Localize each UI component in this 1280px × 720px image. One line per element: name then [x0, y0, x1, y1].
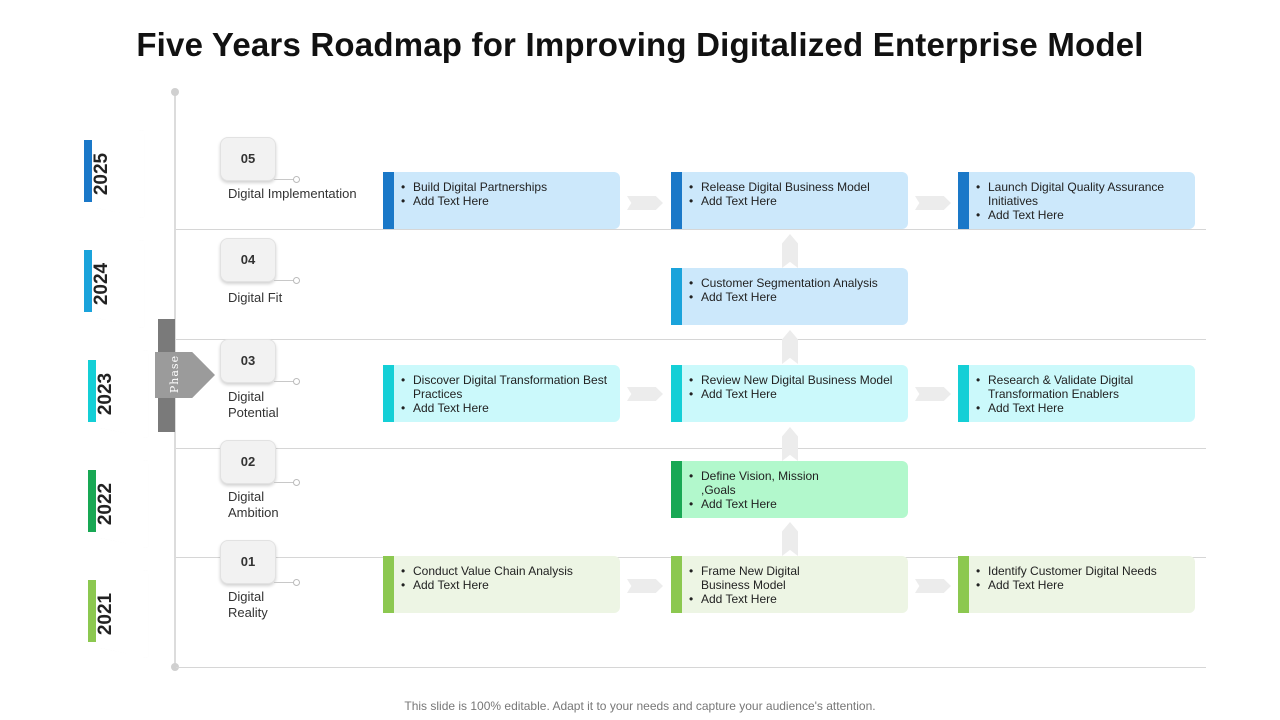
badge-connector: [274, 381, 294, 382]
year-accent: [88, 470, 96, 532]
card-bullet: Customer Segmentation Analysis: [689, 276, 900, 290]
row-divider: [176, 667, 1206, 668]
page-title: Five Years Roadmap for Improving Digital…: [136, 26, 1144, 63]
card-2021-2: Frame New Digital Business ModelAdd Text…: [671, 556, 908, 613]
card-2025-3: Launch Digital Quality Assurance Initiat…: [958, 172, 1195, 229]
card-2023-2: Review New Digital Business ModelAdd Tex…: [671, 365, 908, 422]
card-bullet: Define Vision, Mission ,Goals: [689, 469, 831, 497]
card-bullet: Discover Digital Transformation Best Pra…: [401, 373, 612, 401]
phase-name: Digital Implementation: [228, 186, 357, 201]
year-accent: [88, 360, 96, 422]
badge-connector: [274, 482, 294, 483]
flow-arrow-up: [782, 427, 798, 461]
badge-connector: [274, 179, 294, 180]
connector-dot: [293, 479, 300, 486]
card-2023-3: Research & Validate Digital Transformati…: [958, 365, 1195, 422]
year-label: 2024: [91, 262, 112, 306]
phase-name: Digital Potential: [228, 389, 279, 420]
card-bullet: Add Text Here: [401, 194, 612, 208]
flow-arrow-up: [782, 522, 798, 556]
year-label: 2025: [91, 152, 112, 196]
phase-name: Digital Reality: [228, 589, 268, 620]
year-tab-2024: 2024: [80, 240, 150, 328]
card-2023-1: Discover Digital Transformation Best Pra…: [383, 365, 620, 422]
card-2025-1: Build Digital PartnershipsAdd Text Here: [383, 172, 620, 229]
phase-badge-02: 02: [220, 440, 276, 484]
flow-arrow-up: [782, 234, 798, 268]
connector-dot: [293, 378, 300, 385]
year-accent: [84, 250, 92, 312]
row-divider: [176, 448, 1206, 449]
card-bullet: Add Text Here: [401, 578, 612, 592]
flow-arrow-right: [915, 579, 951, 593]
year-accent: [88, 580, 96, 642]
flow-arrow-right: [915, 196, 951, 210]
card-bullet: Frame New Digital Business Model: [689, 564, 811, 592]
phase-name: Digital Fit: [228, 290, 283, 305]
year-tab-2022: 2022: [84, 460, 154, 548]
badge-connector: [274, 280, 294, 281]
flow-arrow-right: [915, 387, 951, 401]
card-bullet: Add Text Here: [976, 208, 1187, 222]
card-bullet: Add Text Here: [689, 592, 900, 606]
year-tab-2023: 2023: [84, 350, 154, 438]
card-2021-3: Identify Customer Digital NeedsAdd Text …: [958, 556, 1195, 613]
phase-name: Digital Ambition: [228, 489, 279, 520]
phase-badge-04: 04: [220, 238, 276, 282]
card-bullet: Add Text Here: [401, 401, 612, 415]
row-divider: [176, 339, 1206, 340]
axis-end-dot: [171, 663, 179, 671]
card-2024-1: Customer Segmentation AnalysisAdd Text H…: [671, 268, 908, 325]
card-bullet: Review New Digital Business Model: [689, 373, 900, 387]
flow-arrow-right: [627, 196, 663, 210]
flow-arrow-right: [627, 579, 663, 593]
connector-dot: [293, 579, 300, 586]
card-2025-2: Release Digital Business ModelAdd Text H…: [671, 172, 908, 229]
card-2022-1: Define Vision, Mission ,GoalsAdd Text He…: [671, 461, 908, 518]
card-bullet: Release Digital Business Model: [689, 180, 900, 194]
axis-start-dot: [171, 88, 179, 96]
card-bullet: Add Text Here: [689, 387, 900, 401]
card-bullet: Add Text Here: [976, 578, 1187, 592]
card-bullet: Add Text Here: [976, 401, 1187, 415]
card-bullet: Add Text Here: [689, 194, 900, 208]
connector-dot: [293, 176, 300, 183]
card-bullet: Add Text Here: [689, 290, 900, 304]
card-bullet: Research & Validate Digital Transformati…: [976, 373, 1187, 401]
flow-arrow-up: [782, 330, 798, 364]
footer-note: This slide is 100% editable. Adapt it to…: [404, 699, 876, 713]
phase-badge-03: 03: [220, 339, 276, 383]
phase-label: Phase: [168, 354, 181, 394]
badge-connector: [274, 582, 294, 583]
card-bullet: Conduct Value Chain Analysis: [401, 564, 612, 578]
card-bullet: Launch Digital Quality Assurance Initiat…: [976, 180, 1187, 208]
year-tab-2025: 2025: [80, 130, 150, 218]
flow-arrow-right: [627, 387, 663, 401]
card-bullet: Identify Customer Digital Needs: [976, 564, 1187, 578]
year-tab-2021: 2021: [84, 570, 154, 658]
year-accent: [84, 140, 92, 202]
card-2021-1: Conduct Value Chain AnalysisAdd Text Her…: [383, 556, 620, 613]
year-label: 2022: [95, 482, 116, 526]
card-bullet: Add Text Here: [689, 497, 900, 511]
year-label: 2021: [95, 592, 116, 636]
phase-badge-05: 05: [220, 137, 276, 181]
year-label: 2023: [95, 372, 116, 416]
phase-badge-01: 01: [220, 540, 276, 584]
phase-arrow: [155, 352, 215, 398]
row-divider: [176, 229, 1206, 230]
card-bullet: Build Digital Partnerships: [401, 180, 612, 194]
connector-dot: [293, 277, 300, 284]
